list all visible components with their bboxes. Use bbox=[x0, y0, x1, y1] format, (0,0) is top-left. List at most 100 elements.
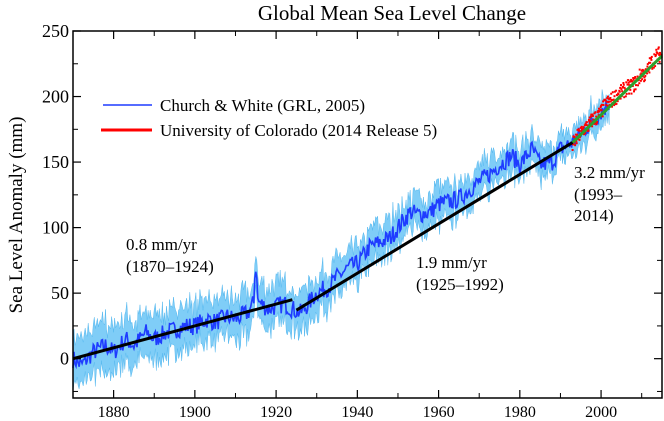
colorado-point bbox=[619, 97, 622, 100]
colorado-point bbox=[624, 95, 627, 98]
colorado-point bbox=[583, 133, 585, 136]
trend-line-2 bbox=[295, 141, 574, 312]
colorado-point bbox=[583, 124, 586, 127]
colorado-point bbox=[650, 57, 652, 60]
chart-title: Global Mean Sea Level Change bbox=[258, 1, 526, 25]
colorado-point bbox=[607, 97, 610, 100]
colorado-point bbox=[591, 115, 594, 117]
colorado-point bbox=[612, 98, 615, 101]
colorado-point bbox=[631, 80, 634, 83]
x-tick-label: 1960 bbox=[423, 404, 455, 421]
colorado-point bbox=[651, 67, 654, 70]
colorado-point bbox=[658, 60, 661, 63]
colorado-point bbox=[659, 51, 661, 54]
colorado-point bbox=[596, 111, 599, 114]
colorado-point bbox=[599, 106, 602, 109]
colorado-point bbox=[654, 55, 657, 58]
trend-3-rate: 3.2 mm/yr bbox=[574, 163, 645, 182]
colorado-point bbox=[599, 108, 602, 111]
colorado-point bbox=[625, 92, 628, 95]
colorado-point bbox=[605, 100, 608, 103]
colorado-point bbox=[633, 90, 635, 93]
legend-label-colorado: University of Colorado (2014 Release 5) bbox=[160, 121, 437, 140]
colorado-point bbox=[613, 90, 616, 93]
colorado-point bbox=[593, 112, 596, 115]
colorado-point bbox=[640, 72, 643, 75]
colorado-point bbox=[616, 94, 619, 97]
colorado-point bbox=[572, 143, 574, 146]
y-tick-label: 150 bbox=[42, 152, 69, 172]
colorado-point bbox=[649, 61, 652, 64]
colorado-point bbox=[657, 47, 660, 50]
colorado-point bbox=[580, 130, 583, 132]
colorado-point bbox=[618, 90, 621, 93]
colorado-point bbox=[611, 91, 614, 94]
colorado-point bbox=[598, 107, 600, 110]
church-white-uncertainty-band bbox=[72, 89, 610, 392]
colorado-point bbox=[590, 113, 593, 116]
colorado-point bbox=[642, 69, 645, 72]
colorado-point bbox=[585, 121, 588, 124]
colorado-point bbox=[613, 95, 616, 98]
y-axis-label: Sea Level Anomaly (mm) bbox=[6, 117, 27, 314]
colorado-point bbox=[575, 142, 578, 145]
colorado-point bbox=[595, 123, 598, 126]
colorado-point bbox=[623, 96, 626, 99]
colorado-point bbox=[576, 133, 579, 136]
x-tick-label: 2000 bbox=[585, 404, 617, 421]
colorado-point bbox=[641, 78, 644, 81]
trend-3-period-line2: 2014) bbox=[574, 206, 614, 225]
colorado-point bbox=[582, 126, 585, 129]
colorado-point bbox=[588, 120, 591, 123]
colorado-point bbox=[606, 97, 609, 100]
colorado-point bbox=[630, 92, 633, 95]
colorado-point bbox=[601, 115, 604, 118]
colorado-point bbox=[646, 63, 649, 66]
colorado-point bbox=[633, 88, 636, 91]
colorado-point bbox=[594, 111, 597, 114]
legend: Church & White (GRL, 2005) University of… bbox=[101, 96, 437, 140]
colorado-point bbox=[655, 48, 658, 51]
colorado-point bbox=[627, 79, 630, 82]
colorado-point bbox=[619, 86, 622, 89]
colorado-point bbox=[639, 79, 642, 82]
colorado-point bbox=[646, 65, 649, 68]
colorado-point bbox=[588, 116, 591, 119]
colorado-point bbox=[585, 124, 587, 126]
colorado-point bbox=[589, 119, 592, 122]
uncertainty-band-layer bbox=[72, 89, 610, 392]
colorado-point bbox=[579, 126, 582, 129]
colorado-point bbox=[609, 100, 612, 103]
colorado-point bbox=[632, 78, 635, 81]
y-tick-label: 200 bbox=[42, 87, 69, 107]
colorado-point bbox=[654, 54, 657, 56]
trend-2-rate: 1.9 mm/yr bbox=[416, 253, 487, 272]
colorado-point bbox=[650, 55, 653, 58]
colorado-point bbox=[600, 103, 603, 106]
colorado-point bbox=[653, 53, 656, 56]
colorado-point bbox=[616, 100, 619, 103]
trend-line-3 bbox=[571, 54, 664, 144]
colorado-point bbox=[611, 105, 613, 108]
colorado-point bbox=[648, 71, 651, 74]
colorado-point bbox=[607, 95, 609, 98]
colorado-point bbox=[633, 77, 636, 80]
colorado-point bbox=[654, 65, 657, 68]
trend-line-layer bbox=[72, 54, 664, 361]
colorado-point bbox=[586, 124, 589, 127]
colorado-point bbox=[658, 53, 661, 56]
colorado-point bbox=[573, 135, 576, 138]
colorado-point bbox=[615, 102, 618, 105]
colorado-point bbox=[584, 122, 587, 125]
colorado-point bbox=[574, 144, 577, 147]
colorado-point bbox=[638, 68, 641, 71]
colorado-point bbox=[637, 84, 639, 87]
colorado-point bbox=[646, 72, 648, 75]
x-tick-label: 1980 bbox=[504, 404, 536, 421]
colorado-point bbox=[580, 125, 583, 128]
colorado-point bbox=[600, 109, 603, 112]
colorado-point bbox=[581, 127, 584, 130]
trend-1-rate: 0.8 mm/yr bbox=[126, 235, 197, 254]
colorado-point bbox=[615, 89, 618, 92]
